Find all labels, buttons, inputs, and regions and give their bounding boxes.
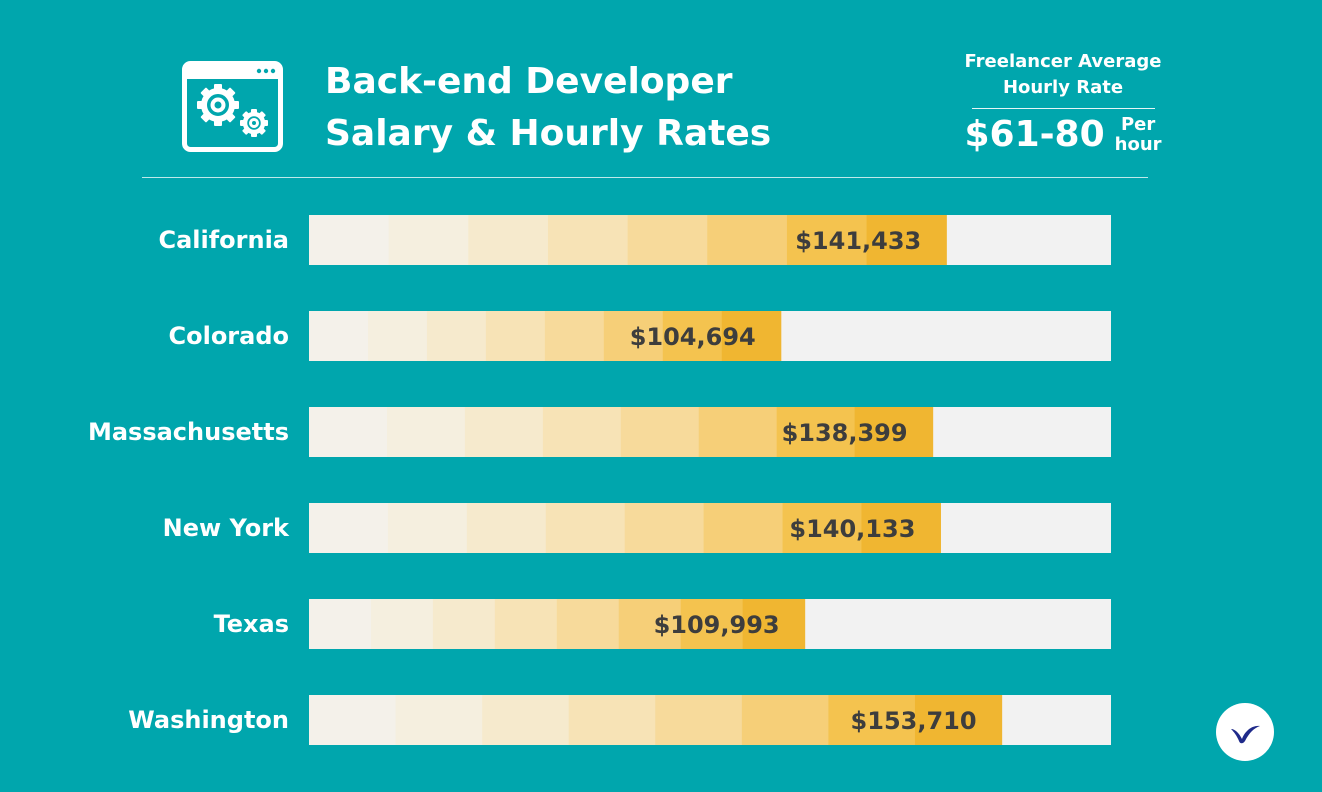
bar-segment (494, 599, 558, 649)
bar-segment (309, 407, 388, 457)
bar-segment (680, 599, 744, 649)
header-divider (142, 177, 1148, 178)
bar-segment (620, 407, 700, 457)
value-label: $138,399 (782, 419, 908, 447)
bar-segment (866, 215, 947, 265)
bar-segment (547, 215, 629, 265)
bar-segment (556, 599, 620, 649)
value-label: $141,433 (795, 227, 921, 255)
rate-divider (971, 108, 1155, 109)
bar-segment (707, 215, 788, 265)
bar-segment (542, 407, 622, 457)
bar-segment (786, 215, 868, 265)
bar-segment (854, 407, 934, 457)
bar-segment (309, 215, 390, 265)
category-label: Texas (214, 610, 289, 638)
bar-row-california: California $141,433 (158, 215, 1111, 265)
bar-segment (370, 599, 434, 649)
bar-segment (482, 695, 570, 745)
bar-segment (828, 695, 916, 745)
value-label: $109,993 (654, 611, 780, 639)
bar-segment (742, 599, 806, 649)
bar-segment (464, 407, 544, 457)
bar-segment (741, 695, 830, 745)
rate-unit: Per hour (1115, 115, 1162, 155)
bar-segment (624, 503, 705, 553)
category-label: California (158, 226, 289, 254)
bar-segment (395, 695, 483, 745)
page-title: Back-end Developer Salary & Hourly Rates (325, 56, 771, 160)
window-gears-icon (182, 61, 283, 152)
title-line-1: Back-end Developer (325, 61, 733, 102)
bar-segment (662, 311, 723, 361)
rate-unit-line-2: hour (1114, 134, 1162, 155)
bar-segment (544, 311, 605, 361)
bar-segment (387, 503, 468, 553)
bar-segment (545, 503, 626, 553)
bar-segment (568, 695, 656, 745)
bird-logo-icon (1231, 725, 1260, 744)
bar-segment (485, 311, 546, 361)
bar-segment (782, 503, 863, 553)
bar-segment (367, 311, 428, 361)
bar-segment (309, 599, 372, 649)
category-label: Massachusetts (88, 418, 289, 446)
bar-segment (603, 311, 664, 361)
bar-row-colorado: Colorado $104,694 (168, 311, 1111, 361)
bar-segment (861, 503, 941, 553)
bar-segment (776, 407, 856, 457)
bar-segment (309, 311, 369, 361)
value-label: $104,694 (630, 323, 756, 351)
bar-segment (698, 407, 778, 457)
category-label: Washington (128, 706, 289, 734)
bar-segment (655, 695, 743, 745)
bar-segment (618, 599, 682, 649)
category-label: New York (163, 514, 290, 542)
value-label: $140,133 (789, 515, 915, 543)
bar-row-texas: Texas $109,993 (214, 599, 1111, 649)
bar-segment (914, 695, 1003, 745)
bar-segment (388, 215, 469, 265)
bar-segment (309, 503, 389, 553)
rate-unit-line-1: Per (1120, 114, 1156, 135)
bar-segment (386, 407, 466, 457)
brand-logo (1216, 703, 1274, 761)
rate-label-line-2: Hourly Rate (1002, 77, 1124, 98)
bar-segment (468, 215, 549, 265)
bar-segment (432, 599, 496, 649)
value-label: $153,710 (851, 707, 977, 735)
bar-segment (309, 695, 397, 745)
bar-segment (721, 311, 782, 361)
bar-row-massachusetts: Massachusetts $138,399 (88, 407, 1111, 457)
bar-segment (466, 503, 547, 553)
bar-row-new-york: New York $140,133 (163, 503, 1111, 553)
category-label: Colorado (168, 322, 289, 350)
bar-segment (627, 215, 708, 265)
rate-label-line-1: Freelancer Average (964, 51, 1162, 72)
bar-segment (703, 503, 784, 553)
hourly-rate-panel: Freelancer Average Hourly Rate $61-80 Pe… (958, 49, 1168, 157)
bar-row-washington: Washington $153,710 (128, 695, 1111, 745)
bar-segment (426, 311, 487, 361)
rate-value: $61-80 (964, 114, 1105, 155)
title-line-2: Salary & Hourly Rates (325, 113, 772, 154)
rate-value-row: $61-80 Per hour (958, 113, 1168, 157)
